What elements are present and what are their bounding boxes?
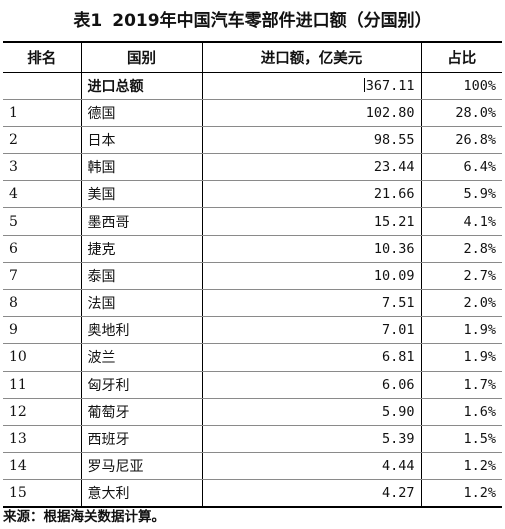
table-body: 进口总额 367.11 100% 1 德国 102.80 28.0% 2 日本 98.55 2…: [3, 72, 502, 509]
share-cell: 2.0%: [420, 289, 502, 318]
share-cell: 28.0%: [420, 99, 502, 127]
amount-cell: 98.55: [201, 126, 421, 155]
share-cell: 1.2%: [420, 452, 502, 481]
amount-cell: 10.36: [201, 235, 421, 263]
amount-cell: 4.27: [201, 479, 421, 509]
table-row: 4 美国 21.66 5.9%: [3, 180, 502, 209]
rank-cell: 15: [3, 479, 81, 509]
import-table: 排名 国别 进口额，亿美元 占比 进口总额 367.11 100% 1 德国 102…: [3, 41, 502, 509]
amount-cell: 4.44: [201, 452, 421, 481]
total-rank-cell: [3, 72, 81, 100]
country-cell: 泰国: [80, 262, 202, 291]
rank-cell: 8: [3, 289, 81, 318]
table-row: 6 捷克 10.36 2.8%: [3, 235, 502, 263]
share-cell: 4.1%: [420, 207, 502, 236]
rank-cell: 2: [3, 126, 81, 155]
share-cell: 1.5%: [420, 425, 502, 454]
country-cell: 意大利: [80, 479, 202, 509]
amount-cell: 7.51: [201, 289, 421, 318]
country-cell: 德国: [80, 99, 202, 127]
table-row: 3 韩国 23.44 6.4%: [3, 153, 502, 182]
country-cell: 美国: [80, 180, 202, 209]
share-cell: 2.8%: [420, 235, 502, 263]
table-row: 13 西班牙 5.39 1.5%: [3, 425, 502, 454]
header-amount: 进口额，亿美元: [201, 41, 421, 73]
header-rank: 排名: [3, 41, 81, 73]
country-cell: 墨西哥: [80, 207, 202, 236]
rank-cell: 1: [3, 99, 81, 127]
country-cell: 葡萄牙: [80, 398, 202, 426]
share-cell: 1.9%: [420, 343, 502, 372]
share-cell: 26.8%: [420, 126, 502, 155]
country-cell: 奥地利: [80, 316, 202, 345]
rank-cell: 5: [3, 207, 81, 236]
rank-cell: 10: [3, 343, 81, 372]
table-row: 5 墨西哥 15.21 4.1%: [3, 207, 502, 236]
total-share: 100%: [420, 72, 502, 100]
country-cell: 西班牙: [80, 425, 202, 454]
amount-cell: 5.39: [201, 425, 421, 454]
rank-cell: 14: [3, 452, 81, 481]
share-cell: 1.9%: [420, 316, 502, 345]
rank-cell: 12: [3, 398, 81, 426]
rank-cell: 7: [3, 262, 81, 291]
country-cell: 罗马尼亚: [80, 452, 202, 481]
table-row: 7 泰国 10.09 2.7%: [3, 262, 502, 291]
table-title-text: 2019年中国汽车零部件进口额（分国别）: [112, 11, 432, 31]
country-cell: 韩国: [80, 153, 202, 182]
amount-cell: 6.06: [201, 371, 421, 399]
rank-cell: 9: [3, 316, 81, 345]
table-row: 8 法国 7.51 2.0%: [3, 289, 502, 318]
share-cell: 5.9%: [420, 180, 502, 209]
rank-cell: 11: [3, 371, 81, 399]
table-row: 14 罗马尼亚 4.44 1.2%: [3, 452, 502, 481]
total-amount-cell[interactable]: 367.11: [201, 72, 421, 100]
table-row: 11 匈牙利 6.06 1.7%: [3, 371, 502, 399]
total-amount: 367.11: [365, 77, 415, 94]
share-cell: 1.6%: [420, 398, 502, 426]
country-cell: 法国: [80, 289, 202, 318]
amount-cell: 10.09: [201, 262, 421, 291]
amount-cell: 7.01: [201, 316, 421, 345]
country-cell: 日本: [80, 126, 202, 155]
rank-cell: 6: [3, 235, 81, 263]
text-cursor: [363, 77, 365, 92]
rank-cell: 13: [3, 425, 81, 454]
total-label: 进口总额: [80, 72, 202, 100]
share-cell: 6.4%: [420, 153, 502, 182]
table-row: 10 波兰 6.81 1.9%: [3, 343, 502, 372]
table-number: 表1: [73, 11, 103, 31]
rank-cell: 4: [3, 180, 81, 209]
header-country: 国别: [80, 41, 202, 73]
country-cell: 捷克: [80, 235, 202, 263]
table-row: 12 葡萄牙 5.90 1.6%: [3, 398, 502, 426]
share-cell: 2.7%: [420, 262, 502, 291]
header-row: 排名 国别 进口额，亿美元 占比: [3, 41, 502, 73]
total-row: 进口总额 367.11 100%: [3, 72, 502, 100]
country-cell: 匈牙利: [80, 371, 202, 399]
table-title: 表1 2019年中国汽车零部件进口额（分国别）: [0, 6, 505, 31]
header-share: 占比: [420, 41, 502, 73]
source-note: 来源：根据海关数据计算。: [3, 509, 165, 525]
table-row: 2 日本 98.55 26.8%: [3, 126, 502, 155]
table-row: 9 奥地利 7.01 1.9%: [3, 316, 502, 345]
share-cell: 1.7%: [420, 371, 502, 399]
amount-cell: 21.66: [201, 180, 421, 209]
amount-cell: 6.81: [201, 343, 421, 372]
country-cell: 波兰: [80, 343, 202, 372]
share-cell: 1.2%: [420, 479, 502, 509]
rank-cell: 3: [3, 153, 81, 182]
amount-cell: 102.80: [201, 99, 421, 127]
amount-cell: 5.90: [201, 398, 421, 426]
amount-cell: 15.21: [201, 207, 421, 236]
table-row: 15 意大利 4.27 1.2%: [3, 479, 502, 509]
table-row: 1 德国 102.80 28.0%: [3, 99, 502, 127]
amount-cell: 23.44: [201, 153, 421, 182]
